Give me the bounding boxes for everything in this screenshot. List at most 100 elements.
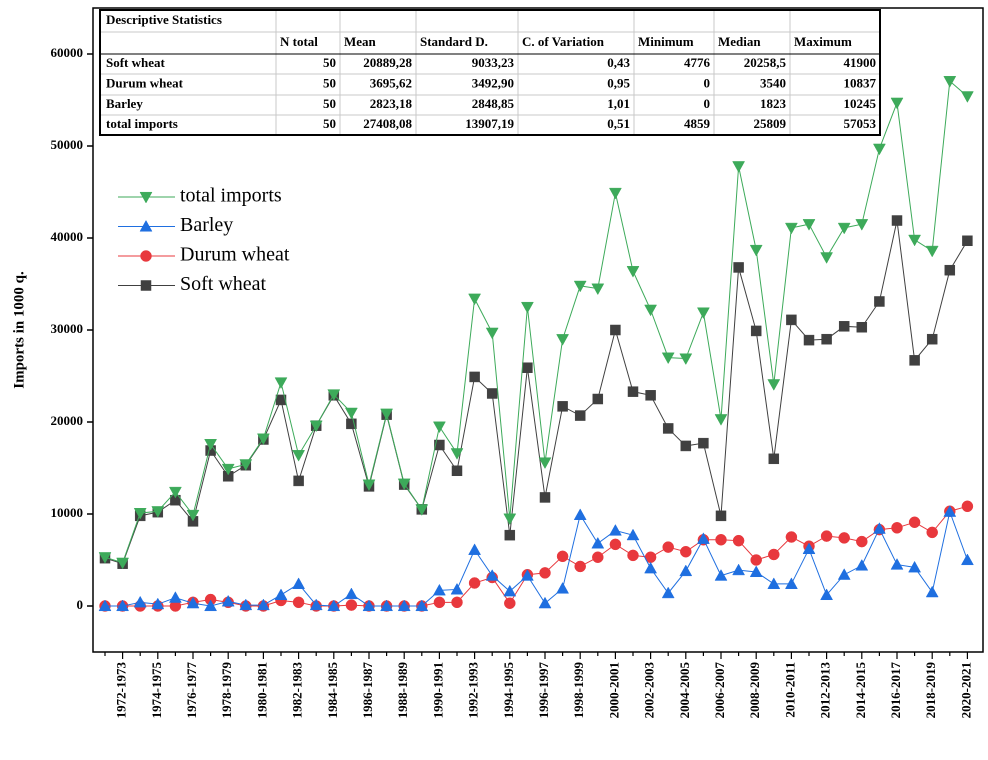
data-point <box>345 599 358 611</box>
table-cell: 3492,90 <box>472 75 514 90</box>
data-point <box>627 549 639 562</box>
data-point <box>274 588 288 601</box>
data-point <box>874 296 885 307</box>
x-tick-label: 1976-1977 <box>184 662 199 719</box>
data-point <box>926 333 938 345</box>
x-tick-label: 1996-1997 <box>536 662 551 719</box>
data-point <box>732 563 746 576</box>
legend-label: Soft wheat <box>180 273 267 295</box>
table-cell: 1823 <box>760 96 787 111</box>
data-point <box>468 543 482 555</box>
x-tick-label: 2008-2009 <box>747 662 762 719</box>
data-point <box>626 266 640 278</box>
series-line <box>104 220 968 565</box>
data-point <box>960 91 974 103</box>
x-tick-label: 2014-2015 <box>853 662 868 719</box>
data-point <box>856 321 868 333</box>
data-point <box>98 552 112 564</box>
x-tick-label: 1998-1999 <box>571 662 586 719</box>
data-point <box>661 352 675 365</box>
data-point <box>503 513 517 526</box>
data-point <box>451 596 463 609</box>
table-frame <box>99 9 881 136</box>
table-cell: 2848,85 <box>472 96 515 111</box>
data-point <box>468 577 481 589</box>
data-point <box>662 541 674 553</box>
data-point <box>469 371 480 383</box>
data-point <box>855 559 869 571</box>
data-point <box>821 333 832 345</box>
data-point <box>293 475 304 487</box>
data-point <box>98 599 112 612</box>
data-point <box>837 222 851 235</box>
data-point <box>204 599 218 612</box>
x-tick-label: 1984-1985 <box>325 662 340 719</box>
data-point <box>925 585 939 598</box>
table-row-label: Barley <box>106 96 143 111</box>
table-header: Mean <box>344 34 377 49</box>
data-point <box>749 244 763 257</box>
data-point <box>715 534 727 546</box>
data-point <box>784 577 798 589</box>
data-point <box>768 548 780 561</box>
data-point <box>909 355 920 366</box>
data-point <box>679 564 693 577</box>
data-point <box>556 334 570 346</box>
table-cell: 50 <box>323 96 336 111</box>
data-point <box>116 599 130 612</box>
data-point <box>522 362 533 373</box>
x-tick-label: 1978-1979 <box>219 662 234 719</box>
data-point <box>397 599 411 612</box>
table-header: Standard D. <box>420 34 488 49</box>
data-point <box>362 599 376 612</box>
data-point <box>820 252 834 264</box>
table-header: Median <box>718 34 761 49</box>
data-point <box>168 486 182 499</box>
data-point <box>573 508 587 520</box>
data-point <box>767 577 781 589</box>
data-point <box>926 526 938 539</box>
data-point <box>838 321 850 332</box>
data-point <box>573 280 587 293</box>
data-point <box>837 568 851 580</box>
x-tick-label: 2010-2011 <box>782 662 797 718</box>
data-point <box>539 492 551 503</box>
data-point <box>151 506 165 518</box>
table-cell: 13907,19 <box>465 116 514 131</box>
data-point <box>961 500 974 513</box>
data-point <box>856 535 868 548</box>
data-point <box>715 510 727 522</box>
data-point <box>485 327 499 340</box>
data-point <box>784 222 798 235</box>
data-point <box>397 478 411 491</box>
data-point <box>785 531 798 543</box>
data-point <box>151 597 165 610</box>
data-point <box>714 414 728 426</box>
series-line <box>105 505 968 607</box>
x-tick-label: 1988-1989 <box>395 662 410 719</box>
x-tick-label: 1982-1983 <box>290 662 305 719</box>
data-point <box>556 582 570 594</box>
data-point <box>362 479 376 492</box>
table-cell: 4859 <box>684 116 711 131</box>
data-point <box>344 587 358 600</box>
data-point <box>591 536 605 549</box>
table-cell: 10245 <box>844 96 877 111</box>
legend-marker <box>139 191 153 204</box>
table-cell: 0,51 <box>607 116 630 131</box>
legend-label: Durum wheat <box>180 244 290 266</box>
data-point <box>538 596 552 609</box>
data-point <box>292 596 305 609</box>
data-point <box>574 560 586 573</box>
table-cell: 0,95 <box>607 75 630 90</box>
table-cell: 27408,08 <box>363 116 412 131</box>
table-header: C. of Variation <box>522 34 605 49</box>
data-point <box>680 440 692 452</box>
table-cell: 3695,62 <box>370 75 412 90</box>
table-cell: 1,01 <box>607 96 630 111</box>
data-point <box>485 569 499 581</box>
data-point <box>432 583 446 596</box>
data-point <box>855 219 869 231</box>
table-title: Descriptive Statistics <box>106 12 222 27</box>
data-point <box>592 551 604 563</box>
